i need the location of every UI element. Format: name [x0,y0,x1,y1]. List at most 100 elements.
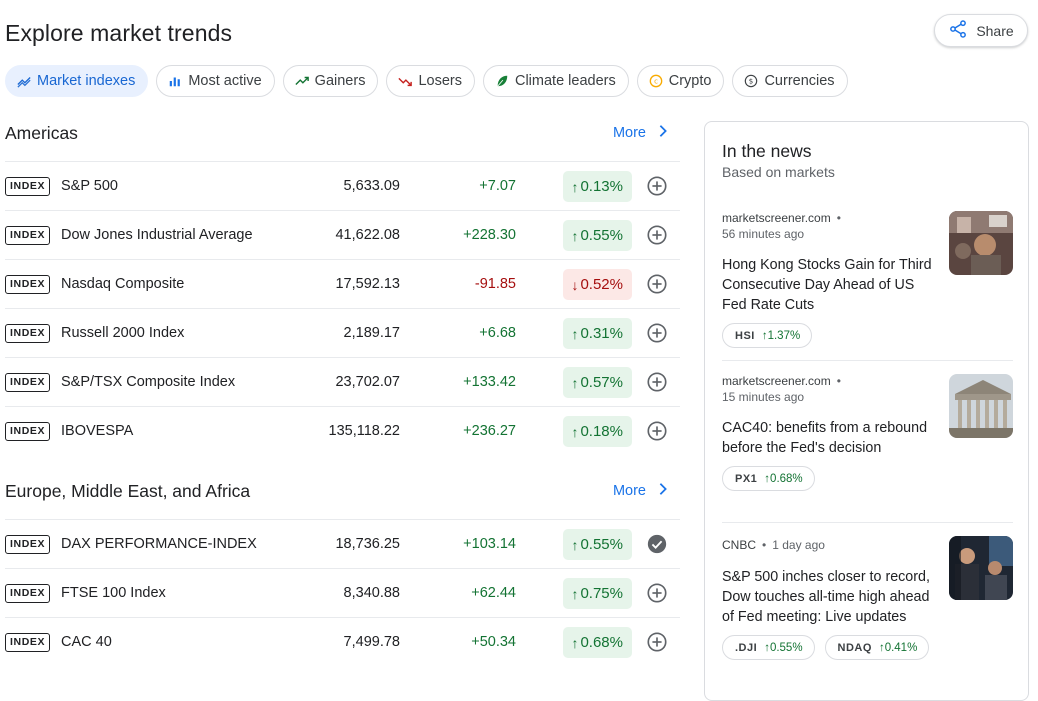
news-title: CAC40: benefits from a rebound before th… [722,420,928,456]
tab-crypto[interactable]: c Crypto [636,65,725,97]
index-pct-value: 0.55% [580,227,623,244]
ticker-chip[interactable]: .DJI ↑0.55% [722,635,815,660]
add-to-watchlist-button[interactable] [646,631,668,653]
americas-table: INDEX S&P 500 5,633.09 +7.07 ↑ 0.13% INDE… [5,161,680,455]
ticker-pct: 1.37% [767,329,801,342]
index-name: Russell 2000 Index [61,325,185,341]
index-row[interactable]: INDEX Nasdaq Composite 17,592.13 -91.85 … [5,259,680,308]
add-to-watchlist-button[interactable] [646,273,668,295]
share-button[interactable]: Share [934,14,1028,47]
ticker-pct: 0.41% [884,641,918,654]
arrow-up-icon: ↑ [571,325,579,342]
news-item[interactable]: marketscreener.com • 56 minutes ago Hong … [722,210,1013,348]
add-circle-icon [646,632,668,657]
tab-market-indexes[interactable]: Market indexes [5,65,149,97]
tab-losers[interactable]: Losers [386,65,475,97]
index-badge: INDEX [5,535,51,554]
section-title: Europe, Middle East, and Africa [5,480,251,501]
add-circle-icon [646,421,668,446]
more-link-emea[interactable]: More [613,482,680,500]
ticker-chips: PX1 ↑0.68% [722,466,1013,491]
trading-floor-photo-image [949,536,1013,600]
index-percent-change: ↑ 0.55% [563,529,632,560]
tab-currencies[interactable]: $ Currencies [732,65,848,97]
news-thumbnail [949,374,1013,438]
added-to-watchlist-button[interactable] [646,533,668,555]
news-card: In the news Based on markets marketscree… [704,121,1029,701]
section-header-emea: Europe, Middle East, and Africa More [5,478,680,504]
news-time: 56 minutes ago [722,227,805,241]
ticker-pct: 0.68% [770,472,803,485]
index-change: +50.34 [471,634,516,650]
ticker-symbol: HSI [735,329,755,342]
index-row[interactable]: INDEX CAC 40 7,499.78 +50.34 ↑ 0.68% [5,617,680,666]
index-badge: INDEX [5,633,51,652]
tab-climate-leaders[interactable]: Climate leaders [482,65,629,97]
index-row[interactable]: INDEX Russell 2000 Index 2,189.17 +6.68 … [5,308,680,357]
index-percent-change: ↑ 0.18% [563,416,632,447]
ticker-chip[interactable]: HSI ↑1.37% [722,323,813,348]
ticker-symbol: NDAQ [837,641,872,654]
index-row[interactable]: INDEX Dow Jones Industrial Average 41,62… [5,210,680,259]
news-subheading: Based on markets [722,164,835,180]
add-circle-icon [646,323,668,348]
svg-text:$: $ [749,78,753,86]
index-percent-change: ↑ 0.75% [563,578,632,609]
trending-icon [17,74,31,88]
more-label: More [612,125,646,141]
arrow-up-icon: ↑ [764,641,770,654]
index-row[interactable]: INDEX S&P/TSX Composite Index 23,702.07 … [5,357,680,406]
separator-dot: • [762,538,767,552]
index-row[interactable]: INDEX FTSE 100 Index 8,340.88 +62.44 ↑ 0.… [5,568,680,617]
ticker-symbol: PX1 [735,472,758,485]
add-to-watchlist-button[interactable] [646,322,668,344]
arrow-up-icon: ↑ [571,634,579,651]
tab-label: Gainers [314,73,366,89]
index-change: +7.07 [479,178,516,194]
ticker-change: ↑0.55% [764,642,802,654]
tab-gainers[interactable]: Gainers [282,65,379,97]
ticker-chip[interactable]: PX1 ↑0.68% [722,466,815,491]
add-to-watchlist-button[interactable] [646,582,668,604]
ticker-chips: HSI ↑1.37% [722,323,1013,348]
share-icon [948,19,968,42]
index-name: FTSE 100 Index [61,585,166,601]
index-row[interactable]: INDEX S&P 500 5,633.09 +7.07 ↑ 0.13% [5,161,680,210]
news-item[interactable]: CNBC • 1 day ago S&P 500 inches closer to … [722,522,1013,660]
trending-down-icon [398,74,413,88]
arrow-up-icon: ↑ [764,472,771,485]
add-to-watchlist-button[interactable] [646,175,668,197]
chevron-right-icon [656,124,670,142]
more-link-americas[interactable]: More [613,124,680,142]
news-source: marketscreener.com [722,211,831,225]
news-thumbnail [949,211,1013,275]
svg-text:c: c [654,78,658,86]
add-circle-icon [646,583,668,608]
index-change: +6.68 [479,325,516,341]
index-change: +236.27 [463,423,516,439]
index-name: Nasdaq Composite [61,276,185,292]
news-source: marketscreener.com [722,374,831,388]
tab-label: Losers [418,73,462,89]
bar-chart-icon [168,74,182,88]
news-item[interactable]: marketscreener.com • 15 minutes ago CAC40… [722,360,1013,491]
index-price: 23,702.07 [335,374,400,390]
ticker-symbol: .DJI [735,641,758,654]
index-name: S&P/TSX Composite Index [61,374,236,390]
tab-most-active[interactable]: Most active [156,65,275,97]
category-tabs: Market indexes Most active Gainers Loser… [5,65,848,97]
index-row[interactable]: INDEX DAX PERFORMANCE-INDEX 18,736.25 +1… [5,519,680,568]
index-badge: INDEX [5,226,51,245]
add-circle-icon [646,176,668,201]
index-badge: INDEX [5,177,51,196]
add-to-watchlist-button[interactable] [646,224,668,246]
add-to-watchlist-button[interactable] [646,420,668,442]
index-row[interactable]: INDEX IBOVESPA 135,118.22 +236.27 ↑ 0.18% [5,406,680,455]
add-to-watchlist-button[interactable] [646,371,668,393]
index-price: 7,499.78 [343,634,400,650]
index-percent-change: ↑ 0.57% [563,367,632,398]
stock-exchange-building-image [949,374,1013,438]
arrow-up-icon: ↑ [571,585,579,602]
ticker-chip[interactable]: NDAQ ↑0.41% [824,635,930,660]
index-percent-change: ↑ 0.68% [563,627,632,658]
